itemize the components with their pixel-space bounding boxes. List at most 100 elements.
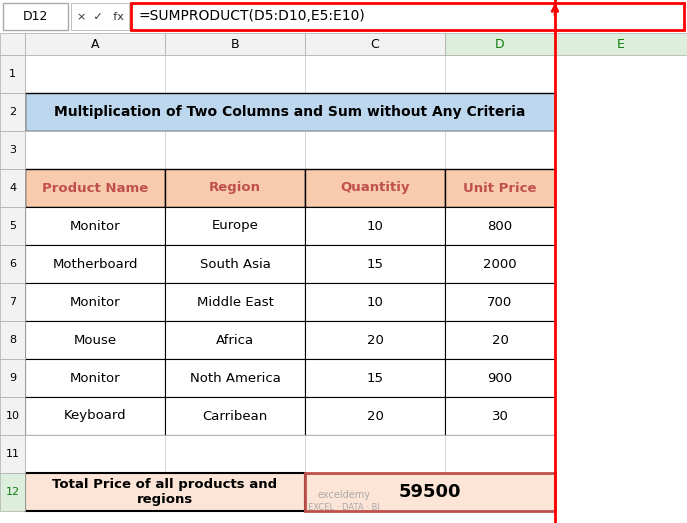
Bar (445, 169, 555, 207)
Bar (445, 245, 555, 283)
Bar (445, 397, 555, 435)
Text: Monitor: Monitor (69, 295, 120, 309)
Bar (165, 169, 305, 207)
Text: 12: 12 (5, 487, 19, 497)
Bar (165, 397, 305, 435)
Text: Middle East: Middle East (196, 295, 273, 309)
Text: 6: 6 (9, 259, 16, 269)
Bar (165, 55, 305, 93)
Bar (25, 55, 165, 93)
Text: Noth America: Noth America (190, 371, 280, 384)
Text: 30: 30 (492, 410, 508, 423)
Bar (305, 55, 445, 93)
Text: =SUMPRODUCT(D5:D10,E5:E10): =SUMPRODUCT(D5:D10,E5:E10) (139, 9, 365, 24)
Text: Total Price of all products and
regions: Total Price of all products and regions (52, 478, 278, 506)
Bar (305, 283, 445, 321)
Bar (0, 283, 25, 321)
Text: 5: 5 (9, 221, 16, 231)
Bar (305, 359, 445, 397)
Bar (445, 55, 555, 93)
Text: 9: 9 (9, 373, 16, 383)
Text: 20: 20 (492, 334, 508, 347)
Bar (445, 131, 555, 169)
Text: Mouse: Mouse (74, 334, 117, 347)
Text: Product Name: Product Name (42, 181, 148, 195)
Bar (445, 33, 555, 55)
Bar (0, 169, 25, 207)
Bar (165, 359, 305, 397)
Bar (0, 473, 25, 511)
Bar (25, 93, 555, 131)
Bar (305, 321, 445, 359)
Bar (305, 169, 445, 207)
Bar (25, 245, 165, 283)
Text: 20: 20 (367, 334, 383, 347)
Text: Quantitiy: Quantitiy (340, 181, 409, 195)
Bar (131, 3, 684, 30)
Bar (25, 33, 165, 55)
Bar (165, 245, 305, 283)
Bar (305, 397, 445, 435)
Bar (305, 435, 445, 473)
Bar (0, 131, 25, 169)
Bar (25, 397, 165, 435)
Text: Carribean: Carribean (203, 410, 268, 423)
Text: 15: 15 (366, 257, 383, 270)
Text: Monitor: Monitor (69, 220, 120, 233)
Text: 20: 20 (367, 410, 383, 423)
Text: 7: 7 (9, 297, 16, 307)
Text: exceldemy: exceldemy (317, 490, 370, 500)
Text: 700: 700 (487, 295, 513, 309)
Bar (165, 33, 305, 55)
Text: 10: 10 (367, 220, 383, 233)
Text: Europe: Europe (212, 220, 258, 233)
Text: 3: 3 (9, 145, 16, 155)
Text: 4: 4 (9, 183, 16, 193)
Bar (0, 55, 25, 93)
Text: 15: 15 (366, 371, 383, 384)
Bar (0, 245, 25, 283)
Bar (0, 397, 25, 435)
Bar (3, 3, 68, 30)
Bar (555, 33, 687, 55)
Bar (165, 321, 305, 359)
Bar (305, 245, 445, 283)
Bar (25, 321, 165, 359)
Text: Monitor: Monitor (69, 371, 120, 384)
Text: B: B (231, 38, 239, 51)
Text: 8: 8 (9, 335, 16, 345)
Bar (0, 93, 25, 131)
Bar (165, 207, 305, 245)
Bar (0, 33, 25, 55)
Text: EXCEL · DATA · BI: EXCEL · DATA · BI (308, 503, 379, 511)
Text: Motherboard: Motherboard (52, 257, 138, 270)
Text: 10: 10 (5, 411, 19, 421)
Bar (165, 283, 305, 321)
Bar (445, 359, 555, 397)
Text: South Asia: South Asia (199, 257, 271, 270)
Bar (0, 207, 25, 245)
Text: Unit Price: Unit Price (463, 181, 537, 195)
Text: 2000: 2000 (483, 257, 517, 270)
Bar (305, 33, 445, 55)
Text: Africa: Africa (216, 334, 254, 347)
Text: 59500: 59500 (398, 483, 461, 501)
Text: 2: 2 (9, 107, 16, 117)
Bar (0, 321, 25, 359)
Bar (165, 435, 305, 473)
Bar (0, 435, 25, 473)
Bar (25, 359, 165, 397)
Bar (25, 473, 305, 511)
Bar (445, 321, 555, 359)
Text: C: C (370, 38, 379, 51)
Bar (305, 207, 445, 245)
Text: 10: 10 (367, 295, 383, 309)
Bar (445, 207, 555, 245)
Bar (305, 131, 445, 169)
Bar (25, 131, 165, 169)
Bar (25, 207, 165, 245)
Bar (165, 131, 305, 169)
Text: D: D (495, 38, 505, 51)
Bar (445, 283, 555, 321)
Text: D12: D12 (23, 10, 48, 23)
